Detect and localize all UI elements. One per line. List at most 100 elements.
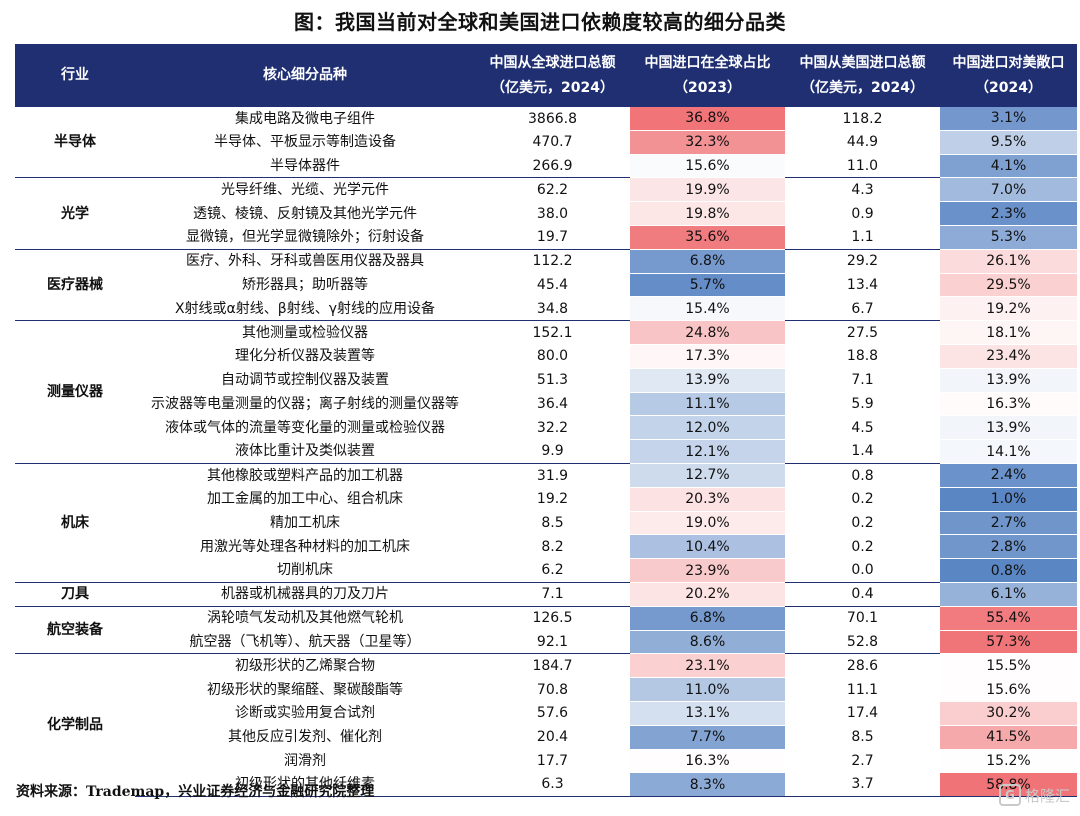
global-import-cell: 470.7 [532,134,573,151]
global-share-cell: 20.3% [630,487,785,512]
us-import-cell: 0.4 [785,581,940,607]
item-cell: 其他测量或检验仪器 [135,320,475,345]
us-import-cell: 29.2 [785,248,940,274]
us-exposure-cell: 2.4% [940,462,1077,488]
global-share-cell: 16.3% [630,749,785,774]
us-exposure-cell: 13.9% [940,368,1077,393]
global-share-cell: 8.3% [630,772,785,798]
global-share-cell: 10.4% [630,534,785,560]
global-share-cell: 12.1% [630,439,785,464]
source-note: 资料来源：Trademap，兴业证券经济与金融研究院整理 [16,784,375,800]
industry-cell: 光学 [15,177,135,250]
table-row: 机床 其他橡胶或塑料产品的加工机器 31.9 12.7% 0.8 2.4% [15,462,1077,583]
us-import-cell: 8.5 [851,729,874,746]
us-exposure-cell: 19.2% [940,296,1077,322]
table-row: 半导体器件 266.9 15.6% 11.0 4.1% [15,154,1077,179]
table-row: 理化分析仪器及装置等 80.0 17.3% 18.8 23.4% [15,344,1077,369]
us-exposure-cell: 18.1% [940,320,1077,345]
global-share-cell: 11.0% [630,677,785,702]
us-exposure-cell: 15.2% [940,749,1077,774]
us-import-cell: 3.7 [785,772,940,798]
global-share-cell: 19.9% [630,177,785,203]
global-share-cell: 13.9% [630,368,785,393]
global-import-cell: 45.4 [536,276,569,293]
item-cell: 理化分析仪器及装置等 [235,348,375,365]
global-share-cell: 8.6% [630,630,785,655]
industry-cell: 半导体 [54,134,96,151]
table-row: 半导体、平板显示等制造设备 470.7 32.3% 44.9 9.5% [15,130,1077,155]
table-row: 液体或气体的流量等变化量的测量或检验仪器 32.2 12.0% 4.5 13.9% [15,415,1077,441]
header-global-share: 中国进口在全球占比 （2023） [630,44,785,107]
global-import-cell: 20.4 [536,729,569,746]
us-exposure-cell: 2.3% [940,201,1077,226]
us-import-cell: 0.2 [851,491,874,508]
table-row: 加工金属的加工中心、组合机床 19.2 20.3% 0.2 1.0% [15,487,1077,512]
global-share-cell: 23.1% [630,653,785,679]
global-share-cell: 24.8% [630,320,785,345]
global-import-cell: 6.2 [541,562,564,579]
header-industry: 行业 [15,44,135,107]
global-share-cell: 12.0% [630,415,785,441]
industry-cell: 机床 [15,462,135,583]
us-import-cell: 28.6 [785,653,940,678]
item-cell: 其他橡胶或塑料产品的加工机器 [135,462,475,488]
us-import-cell: 0.8 [785,462,940,488]
header-us-import: 中国从美国进口总额 （亿美元，2024） [785,44,940,107]
item-cell: 集成电路及微电子组件 [235,110,375,127]
global-import-cell: 19.2 [536,491,569,508]
global-import-cell: 17.7 [536,752,569,769]
global-share-cell: 20.2% [630,581,785,607]
industry-cell: 医疗器械 [15,248,135,321]
us-exposure-cell: 23.4% [940,344,1077,369]
watermark-logo-icon: G [998,784,1021,806]
us-import-cell: 11.1 [846,681,879,698]
us-exposure-cell: 13.9% [940,415,1077,441]
global-import-cell: 57.6 [536,705,569,722]
table-row: 示波器等电量测量的仪器；离子射线的测量仪器等 36.4 11.1% 5.9 16.3% [15,392,1077,417]
global-import-cell: 92.1 [536,633,569,650]
table-row: 自动调节或控制仪器及装置 51.3 13.9% 7.1 13.9% [15,368,1077,393]
us-exposure-cell: 4.1% [940,154,1077,179]
global-import-cell: 38.0 [536,205,569,222]
global-import-cell: 7.1 [475,581,630,607]
global-share-cell: 6.8% [630,248,785,274]
table-row: 航空装备 涡轮喷气发动机及其他燃气轮机 126.5 6.8% 70.1 55.4% [15,605,1077,654]
table-row: 其他反应引发剂、催化剂 20.4 7.7% 8.5 41.5% [15,725,1077,750]
item-cell: 显微镜，但光学显微镜除外；衍射设备 [186,229,424,246]
us-exposure-cell: 9.5% [940,130,1077,155]
item-cell: 半导体、平板显示等制造设备 [214,134,396,151]
us-exposure-cell: 1.0% [940,487,1077,512]
global-import-cell: 70.8 [536,681,569,698]
table-header-row: 行业 核心细分品种 中国从全球进口总额 （亿美元，2024） 中国进口在全球占比（… [15,44,1077,107]
global-import-cell: 51.3 [536,372,569,389]
us-exposure-cell: 0.8% [940,558,1077,583]
global-share-cell: 17.3% [630,344,785,369]
global-share-cell: 13.1% [630,701,785,726]
us-import-cell: 4.5 [851,419,874,436]
us-import-cell: 1.4 [851,443,874,460]
us-exposure-cell: 26.1% [940,248,1077,274]
industry-cell: 测量仪器 [15,320,135,464]
global-import-cell: 266.9 [532,157,573,174]
table-row: 透镜、棱镜、反射镜及其他光学元件 38.0 19.8% 0.9 2.3% [15,201,1077,226]
us-exposure-cell: 30.2% [940,701,1077,726]
global-import-cell: 184.7 [475,653,630,678]
header-us-exposure: 中国进口对美敞口 （2024） [940,44,1077,107]
table-row: 精加工机床 8.5 19.0% 0.2 2.7% [15,511,1077,536]
table-row: 初级形状的聚缩醛、聚碳酸酯等 70.8 11.0% 11.1 15.6% [15,677,1077,702]
global-import-cell: 80.0 [536,348,569,365]
global-share-cell: 5.7% [630,273,785,298]
industry-cell: 刀具 [15,581,135,607]
watermark: G 格隆汇 [998,784,1070,806]
table-row: 矫形器具；助听器等 45.4 5.7% 13.4 29.5% [15,273,1077,298]
us-import-cell: 11.0 [846,157,879,174]
us-import-cell: 4.3 [785,177,940,202]
item-cell: X射线或α射线、β射线、γ射线的应用设备 [174,300,436,317]
table-row: 航空器（飞机等）、航天器（卫星等） 92.1 8.6% 52.8 57.3% [15,630,1077,655]
us-exposure-cell: 3.1% [940,107,1077,131]
us-import-cell: 17.4 [846,705,879,722]
table-row: 半导体 集成电路及微电子组件 3866.8 36.8% 118.2 3.1% [15,107,1077,150]
us-import-cell: 27.5 [785,320,940,345]
us-import-cell: 44.9 [846,134,879,151]
us-exposure-cell: 6.1% [940,581,1077,607]
